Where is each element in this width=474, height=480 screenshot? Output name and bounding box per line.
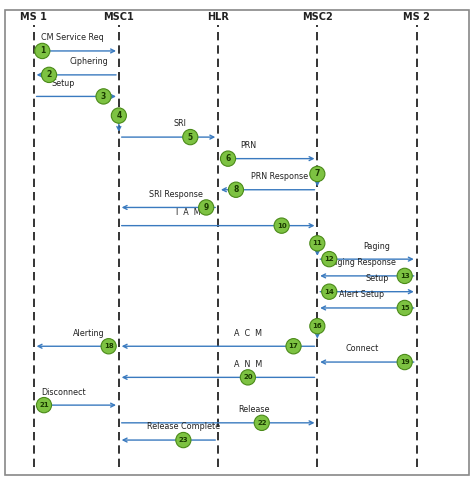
- Text: PRN: PRN: [240, 141, 256, 150]
- Circle shape: [220, 151, 236, 166]
- Text: MS 1: MS 1: [20, 12, 47, 23]
- Text: MSC1: MSC1: [103, 12, 134, 23]
- Text: 19: 19: [400, 359, 410, 365]
- Circle shape: [228, 182, 244, 197]
- Circle shape: [101, 338, 116, 354]
- Text: 21: 21: [39, 402, 49, 408]
- Circle shape: [254, 415, 269, 431]
- Text: Alerting: Alerting: [73, 329, 105, 337]
- Text: Ciphering: Ciphering: [70, 57, 109, 66]
- Circle shape: [310, 236, 325, 251]
- Text: Release: Release: [238, 405, 270, 414]
- Circle shape: [42, 67, 57, 83]
- Text: Release Complete: Release Complete: [147, 422, 220, 432]
- Text: Paging: Paging: [364, 241, 390, 251]
- Circle shape: [397, 268, 412, 284]
- Text: A  C  M: A C M: [234, 329, 262, 337]
- Text: 20: 20: [243, 374, 253, 380]
- Circle shape: [36, 397, 52, 413]
- Text: MSC2: MSC2: [302, 12, 333, 23]
- Circle shape: [240, 370, 255, 385]
- Text: I  A  M: I A M: [176, 208, 201, 217]
- Text: 7: 7: [315, 169, 320, 179]
- Text: SRI Response: SRI Response: [149, 190, 203, 199]
- Text: Paging Response: Paging Response: [328, 258, 396, 267]
- Text: A  N  M: A N M: [234, 360, 262, 369]
- Text: 13: 13: [400, 273, 410, 279]
- Text: 6: 6: [226, 154, 231, 163]
- Circle shape: [199, 200, 214, 215]
- Text: HLR: HLR: [207, 12, 229, 23]
- Text: Setup: Setup: [365, 274, 389, 283]
- Text: 3: 3: [101, 92, 106, 101]
- Text: 23: 23: [179, 437, 188, 443]
- Circle shape: [322, 284, 337, 300]
- Circle shape: [183, 130, 198, 145]
- Circle shape: [397, 354, 412, 370]
- Text: Connect: Connect: [346, 345, 379, 353]
- Circle shape: [310, 319, 325, 334]
- Text: 18: 18: [104, 343, 113, 349]
- Text: 5: 5: [188, 132, 193, 142]
- Circle shape: [322, 252, 337, 267]
- Text: 11: 11: [312, 240, 322, 246]
- Text: MS 2: MS 2: [403, 12, 430, 23]
- Text: SRI: SRI: [174, 120, 187, 129]
- Text: 17: 17: [289, 343, 299, 349]
- Text: Alert Setup: Alert Setup: [339, 290, 384, 300]
- Text: 15: 15: [400, 305, 410, 311]
- Circle shape: [96, 89, 111, 104]
- Circle shape: [35, 43, 50, 59]
- Text: 4: 4: [116, 111, 121, 120]
- Circle shape: [176, 432, 191, 448]
- Text: 22: 22: [257, 420, 266, 426]
- Text: 8: 8: [233, 185, 238, 194]
- Circle shape: [274, 218, 289, 233]
- Text: 14: 14: [324, 288, 334, 295]
- Text: Disconnect: Disconnect: [41, 387, 86, 396]
- Circle shape: [310, 166, 325, 181]
- Text: CM Service Req: CM Service Req: [41, 33, 103, 42]
- Text: 12: 12: [324, 256, 334, 262]
- Circle shape: [397, 300, 412, 316]
- Circle shape: [286, 338, 301, 354]
- Text: 1: 1: [40, 47, 45, 56]
- Circle shape: [111, 108, 127, 123]
- Text: 10: 10: [277, 223, 286, 228]
- Text: Setup: Setup: [52, 79, 75, 88]
- Text: 9: 9: [203, 203, 209, 212]
- Text: PRN Response: PRN Response: [251, 172, 308, 181]
- Text: 16: 16: [312, 323, 322, 329]
- Text: 2: 2: [46, 71, 52, 79]
